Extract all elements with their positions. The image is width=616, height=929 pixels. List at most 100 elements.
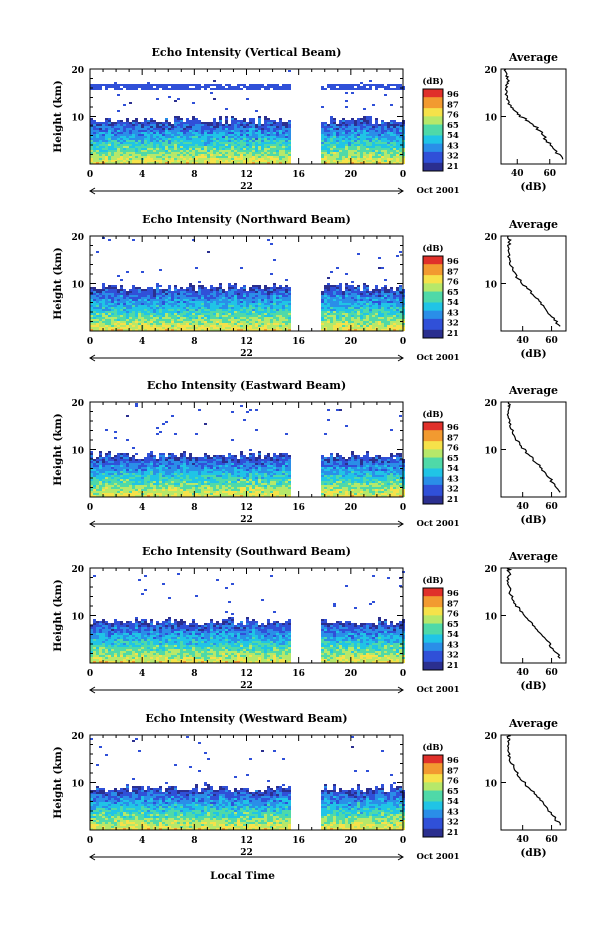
heatmap-cell [138,303,141,305]
heatmap-cell [141,295,144,297]
heatmap-cell [222,327,225,329]
heatmap-cell [171,329,174,331]
heatmap-cell [384,299,387,301]
average-frame [500,235,567,332]
heatmap-cell [114,82,117,84]
heatmap-cell [393,120,396,122]
heatmap-cell [117,124,120,126]
heatmap-cell [348,138,351,140]
heatmap-cell [378,295,381,297]
heatmap-cell [192,146,195,148]
heatmap-cell [198,311,201,313]
heatmap-cell [135,301,138,303]
heatmap-cell [249,156,252,158]
heatmap-cell [246,307,249,309]
heatmap-cell [384,160,387,162]
heatmap-cell [111,150,114,152]
heatmap-cell [216,154,219,156]
heatmap-cell [117,128,120,130]
heatmap-cell [399,251,402,253]
heatmap-cell [120,146,123,148]
heatmap-cell [258,148,261,150]
heatmap-cell [93,162,96,164]
heatmap-cell [258,120,261,122]
heatmap-cell [279,291,282,293]
heatmap-cell [354,291,357,293]
heatmap-cell [174,136,177,138]
heatmap-cell [378,130,381,132]
heatmap-cell [135,128,138,130]
heatmap-cell [177,134,180,136]
heatmap-cell [117,148,120,150]
heatmap-cell [105,487,108,489]
heatmap-cell [102,489,105,491]
heatmap-cell [264,140,267,142]
heatmap-cell [225,134,228,136]
heatmap-cell [138,305,141,307]
heatmap-cell [243,297,246,299]
heatmap-cell [120,293,123,295]
heatmap-cell [393,134,396,136]
heatmap-cell [96,323,99,325]
heatmap-cell [384,122,387,124]
heatmap-cell [99,299,102,301]
heatmap-cell [96,477,99,479]
heatmap-cell [129,319,132,321]
heatmap-cell [348,150,351,152]
heatmap-cell [207,299,210,301]
heatmap-cell [111,84,114,86]
heatmap-cell [327,293,330,295]
heatmap-cell [399,88,402,90]
heatmap-cell [267,158,270,160]
heatmap-cell [360,323,363,325]
heatmap-cell [129,297,132,299]
heatmap-cell [111,463,114,465]
heatmap-cell [180,299,183,301]
heatmap-cell [105,305,108,307]
heatmap-cell [357,136,360,138]
heatmap-cell [288,120,291,122]
heatmap-cell [96,487,99,489]
heatmap-cell [90,130,93,132]
colorbar-tick-label: 96 [447,257,459,267]
heatmap-cell [273,136,276,138]
colorbar-segment [423,151,443,156]
heatmap-cell [201,138,204,140]
heatmap-cell [342,124,345,126]
heatmap-cell [360,311,363,313]
heatmap-cell [255,136,258,138]
heatmap-cell [390,317,393,319]
heatmap-cell [267,309,270,311]
colorbar-segment [423,291,443,295]
heatmap-cell [96,319,99,321]
heatmap-cell [288,144,291,146]
heatmap-cell [321,291,324,293]
panel-title: Echo Intensity (Eastward Beam) [147,379,346,392]
heatmap-cell [174,132,177,134]
heatmap-cell [105,124,108,126]
heatmap-cell [123,86,126,88]
heatmap-cell [120,323,123,325]
heatmap-cell [246,138,249,140]
heatmap-cell [378,134,381,136]
heatmap-cell [234,297,237,299]
heatmap-cell [204,134,207,136]
heatmap-cell [363,84,366,86]
heatmap-cell [369,122,372,124]
heatmap-cell [366,146,369,148]
heatmap-cell [168,327,171,329]
heatmap-cell [273,134,276,136]
heatmap-cell [375,134,378,136]
heatmap-cell [99,291,102,293]
heatmap-cell [216,329,219,331]
heatmap-cell [123,327,126,329]
heatmap-cell [237,325,240,327]
heatmap-cell [354,140,357,142]
colorbar-segment [423,307,443,312]
heatmap-cell [165,132,168,134]
heatmap-cell [288,136,291,138]
heatmap-cell [90,479,93,481]
heatmap-cell [183,313,186,315]
heatmap-cell [189,160,192,162]
heatmap-cell [138,325,141,327]
